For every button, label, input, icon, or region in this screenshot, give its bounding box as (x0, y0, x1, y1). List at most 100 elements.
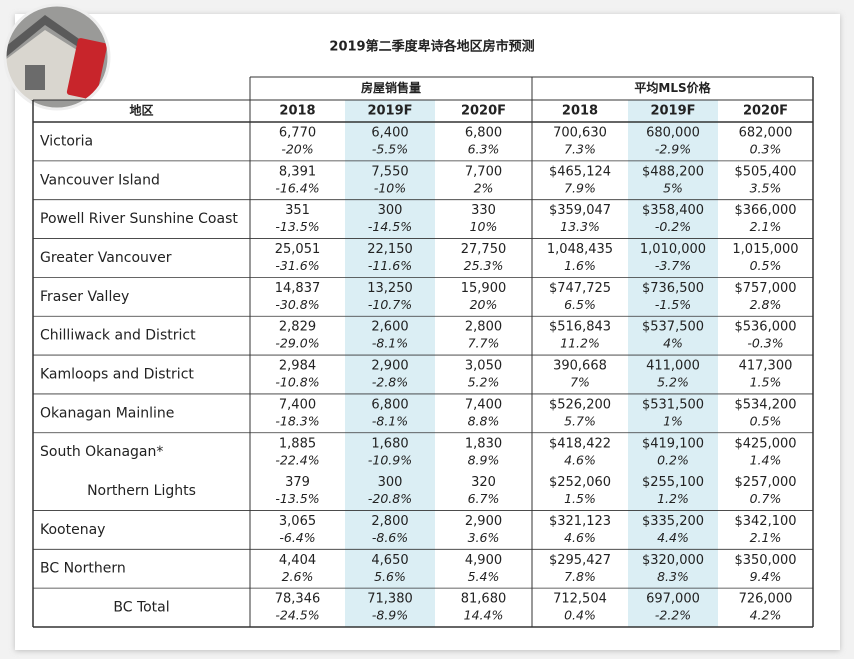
value: 330 (471, 203, 496, 218)
year-header: 2019F (650, 104, 695, 119)
change: 7.7% (468, 336, 500, 351)
change: -8.1% (372, 336, 408, 351)
region: South Okanagan* (40, 444, 163, 460)
value: 3,050 (465, 359, 502, 374)
region: Kootenay (40, 522, 105, 538)
house-photo (5, 5, 109, 109)
change: 4.4% (657, 530, 689, 545)
value: 390,668 (553, 359, 607, 374)
value: 4,404 (279, 553, 316, 568)
value: 2,800 (465, 320, 502, 335)
change: 11.2% (560, 336, 600, 351)
change: 5.2% (468, 375, 500, 390)
value: 14,837 (275, 281, 321, 296)
region: Fraser Valley (40, 289, 129, 305)
photo-frame (3, 3, 111, 111)
change: 4% (663, 336, 683, 351)
value: 1,048,435 (547, 242, 613, 257)
region: BC Northern (40, 561, 126, 577)
change: 0.4% (564, 608, 596, 623)
change: -20.8% (368, 491, 412, 506)
value: 300 (378, 203, 403, 218)
change: -5.5% (372, 142, 408, 157)
value: 1,885 (279, 436, 316, 451)
value: $295,427 (549, 553, 611, 568)
change: -13.5% (275, 491, 319, 506)
value: $252,060 (549, 475, 611, 490)
value: 712,504 (553, 592, 607, 607)
value: $342,100 (734, 514, 796, 529)
change: 6.7% (468, 491, 500, 506)
value: 4,650 (371, 553, 408, 568)
value: $418,422 (549, 436, 611, 451)
value: 25,051 (275, 242, 321, 257)
change: -10.7% (368, 297, 412, 312)
value: $320,000 (642, 553, 704, 568)
change: 4.2% (750, 608, 782, 623)
region: Victoria (40, 133, 93, 149)
value: 682,000 (739, 126, 793, 141)
change: -18.3% (275, 413, 319, 428)
year-header: 2018 (279, 104, 315, 119)
value: $358,400 (642, 203, 704, 218)
change: 1% (663, 413, 683, 428)
change: -10% (374, 180, 406, 195)
value: $516,843 (549, 320, 611, 335)
change: -0.3% (747, 336, 783, 351)
change: 2% (474, 180, 494, 195)
change: 1.6% (564, 258, 596, 273)
change: 5.7% (564, 413, 596, 428)
change: 7.9% (564, 180, 596, 195)
value: 2,829 (279, 320, 316, 335)
value: 4,900 (465, 553, 502, 568)
change: 6.3% (468, 142, 500, 157)
change: 4.6% (564, 452, 596, 467)
change: 5.2% (657, 375, 689, 390)
value: 700,630 (553, 126, 607, 141)
change: 25.3% (464, 258, 504, 273)
group-header: 房屋销售量 (361, 80, 421, 95)
value: 6,770 (279, 126, 316, 141)
change: 5.6% (374, 569, 406, 584)
change: -2.2% (655, 608, 691, 623)
change: 9.4% (750, 569, 782, 584)
value: $425,000 (734, 436, 796, 451)
value: 2,900 (371, 359, 408, 374)
year-header: 2018 (562, 104, 598, 119)
change: 5% (663, 180, 683, 195)
change: -29.0% (275, 336, 319, 351)
change: 0.2% (657, 452, 689, 467)
region: Powell River Sunshine Coast (40, 211, 238, 227)
change: -16.4% (275, 180, 319, 195)
value: $257,000 (734, 475, 796, 490)
value: $488,200 (642, 164, 704, 179)
value: 417,300 (739, 359, 793, 374)
change: 1.5% (564, 491, 596, 506)
value: $359,047 (549, 203, 611, 218)
value: 15,900 (461, 281, 507, 296)
change: -2.9% (655, 142, 691, 157)
change: 2.6% (282, 569, 314, 584)
change: 7% (570, 375, 590, 390)
value: 71,380 (367, 592, 413, 607)
change: -2.8% (372, 375, 408, 390)
change: 0.5% (750, 413, 782, 428)
region: BC Total (113, 600, 169, 616)
change: -0.2% (655, 219, 691, 234)
value: $736,500 (642, 281, 704, 296)
change: 2.1% (750, 530, 782, 545)
change: 0.5% (750, 258, 782, 273)
year-header: 2020F (461, 104, 506, 119)
value: 6,800 (465, 126, 502, 141)
value: 81,680 (461, 592, 507, 607)
value: 7,400 (279, 397, 316, 412)
year-header: 2020F (743, 104, 788, 119)
value: 1,830 (465, 436, 502, 451)
change: -30.8% (275, 297, 319, 312)
value: 2,900 (465, 514, 502, 529)
value: 351 (285, 203, 310, 218)
value: 6,800 (371, 397, 408, 412)
